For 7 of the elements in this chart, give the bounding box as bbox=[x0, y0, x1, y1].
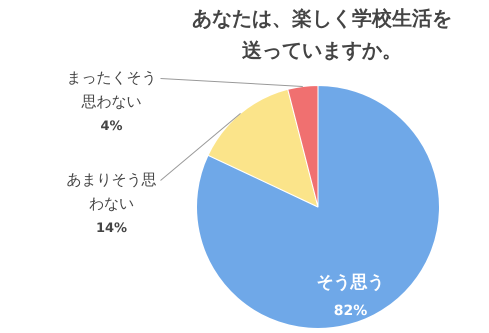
chart-title: あなたは、楽しく学校生活を送っていますか。 bbox=[192, 6, 452, 62]
data-label: 82% bbox=[334, 302, 368, 319]
data-label: 4% bbox=[100, 118, 123, 134]
slice-label: そう思う bbox=[316, 272, 385, 293]
slice-label: まったくそう思わない bbox=[66, 68, 156, 110]
data-label: 14% bbox=[96, 220, 128, 236]
slice-label: あまりそう思わない bbox=[66, 170, 156, 212]
